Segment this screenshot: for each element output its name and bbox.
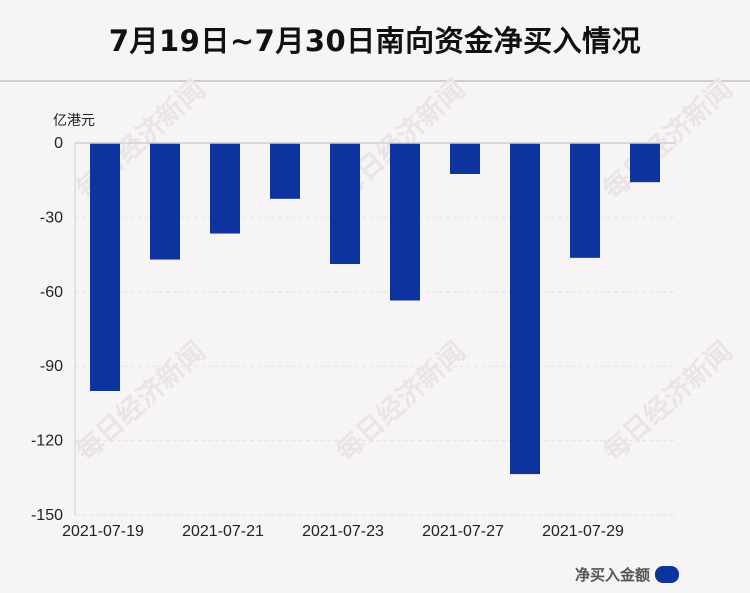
x-tick-label: 2021-07-29 (542, 523, 624, 540)
bar-2021-07-26 (390, 143, 420, 301)
title-divider (0, 80, 750, 82)
bar-2021-07-27 (450, 143, 480, 174)
y-tick-label: -90 (40, 358, 63, 375)
x-tick-label: 2021-07-21 (182, 523, 264, 540)
bar-2021-07-30 (630, 143, 660, 183)
x-tick-label: 2021-07-23 (302, 523, 384, 540)
y-tick-label: -30 (40, 209, 63, 226)
y-tick-label: 0 (54, 135, 63, 152)
bar-2021-07-20 (150, 143, 180, 260)
gridlines (75, 216, 675, 516)
x-tick-label: 2021-07-27 (422, 523, 504, 540)
axes (74, 142, 675, 515)
y-tick-label: -120 (31, 433, 63, 450)
y-axis-unit: 亿港元 (53, 113, 95, 129)
bar-2021-07-23 (330, 143, 360, 265)
legend-swatch (655, 566, 680, 583)
bar-2021-07-21 (210, 143, 240, 234)
chart-title: 7月19日~7月30日南向资金净买入情况 (108, 24, 642, 58)
bar-2021-07-28 (510, 143, 540, 475)
legend: 净买入金额 (575, 564, 680, 585)
legend-label: 净买入金额 (575, 566, 651, 584)
bar-2021-07-22 (270, 143, 300, 199)
x-tick-label: 2021-07-19 (62, 523, 144, 540)
y-tick-label: -60 (40, 284, 63, 301)
bar-2021-07-19 (90, 143, 120, 391)
bars (90, 143, 660, 475)
y-tick-label: -150 (31, 507, 63, 524)
bar-2021-07-29 (570, 143, 600, 258)
